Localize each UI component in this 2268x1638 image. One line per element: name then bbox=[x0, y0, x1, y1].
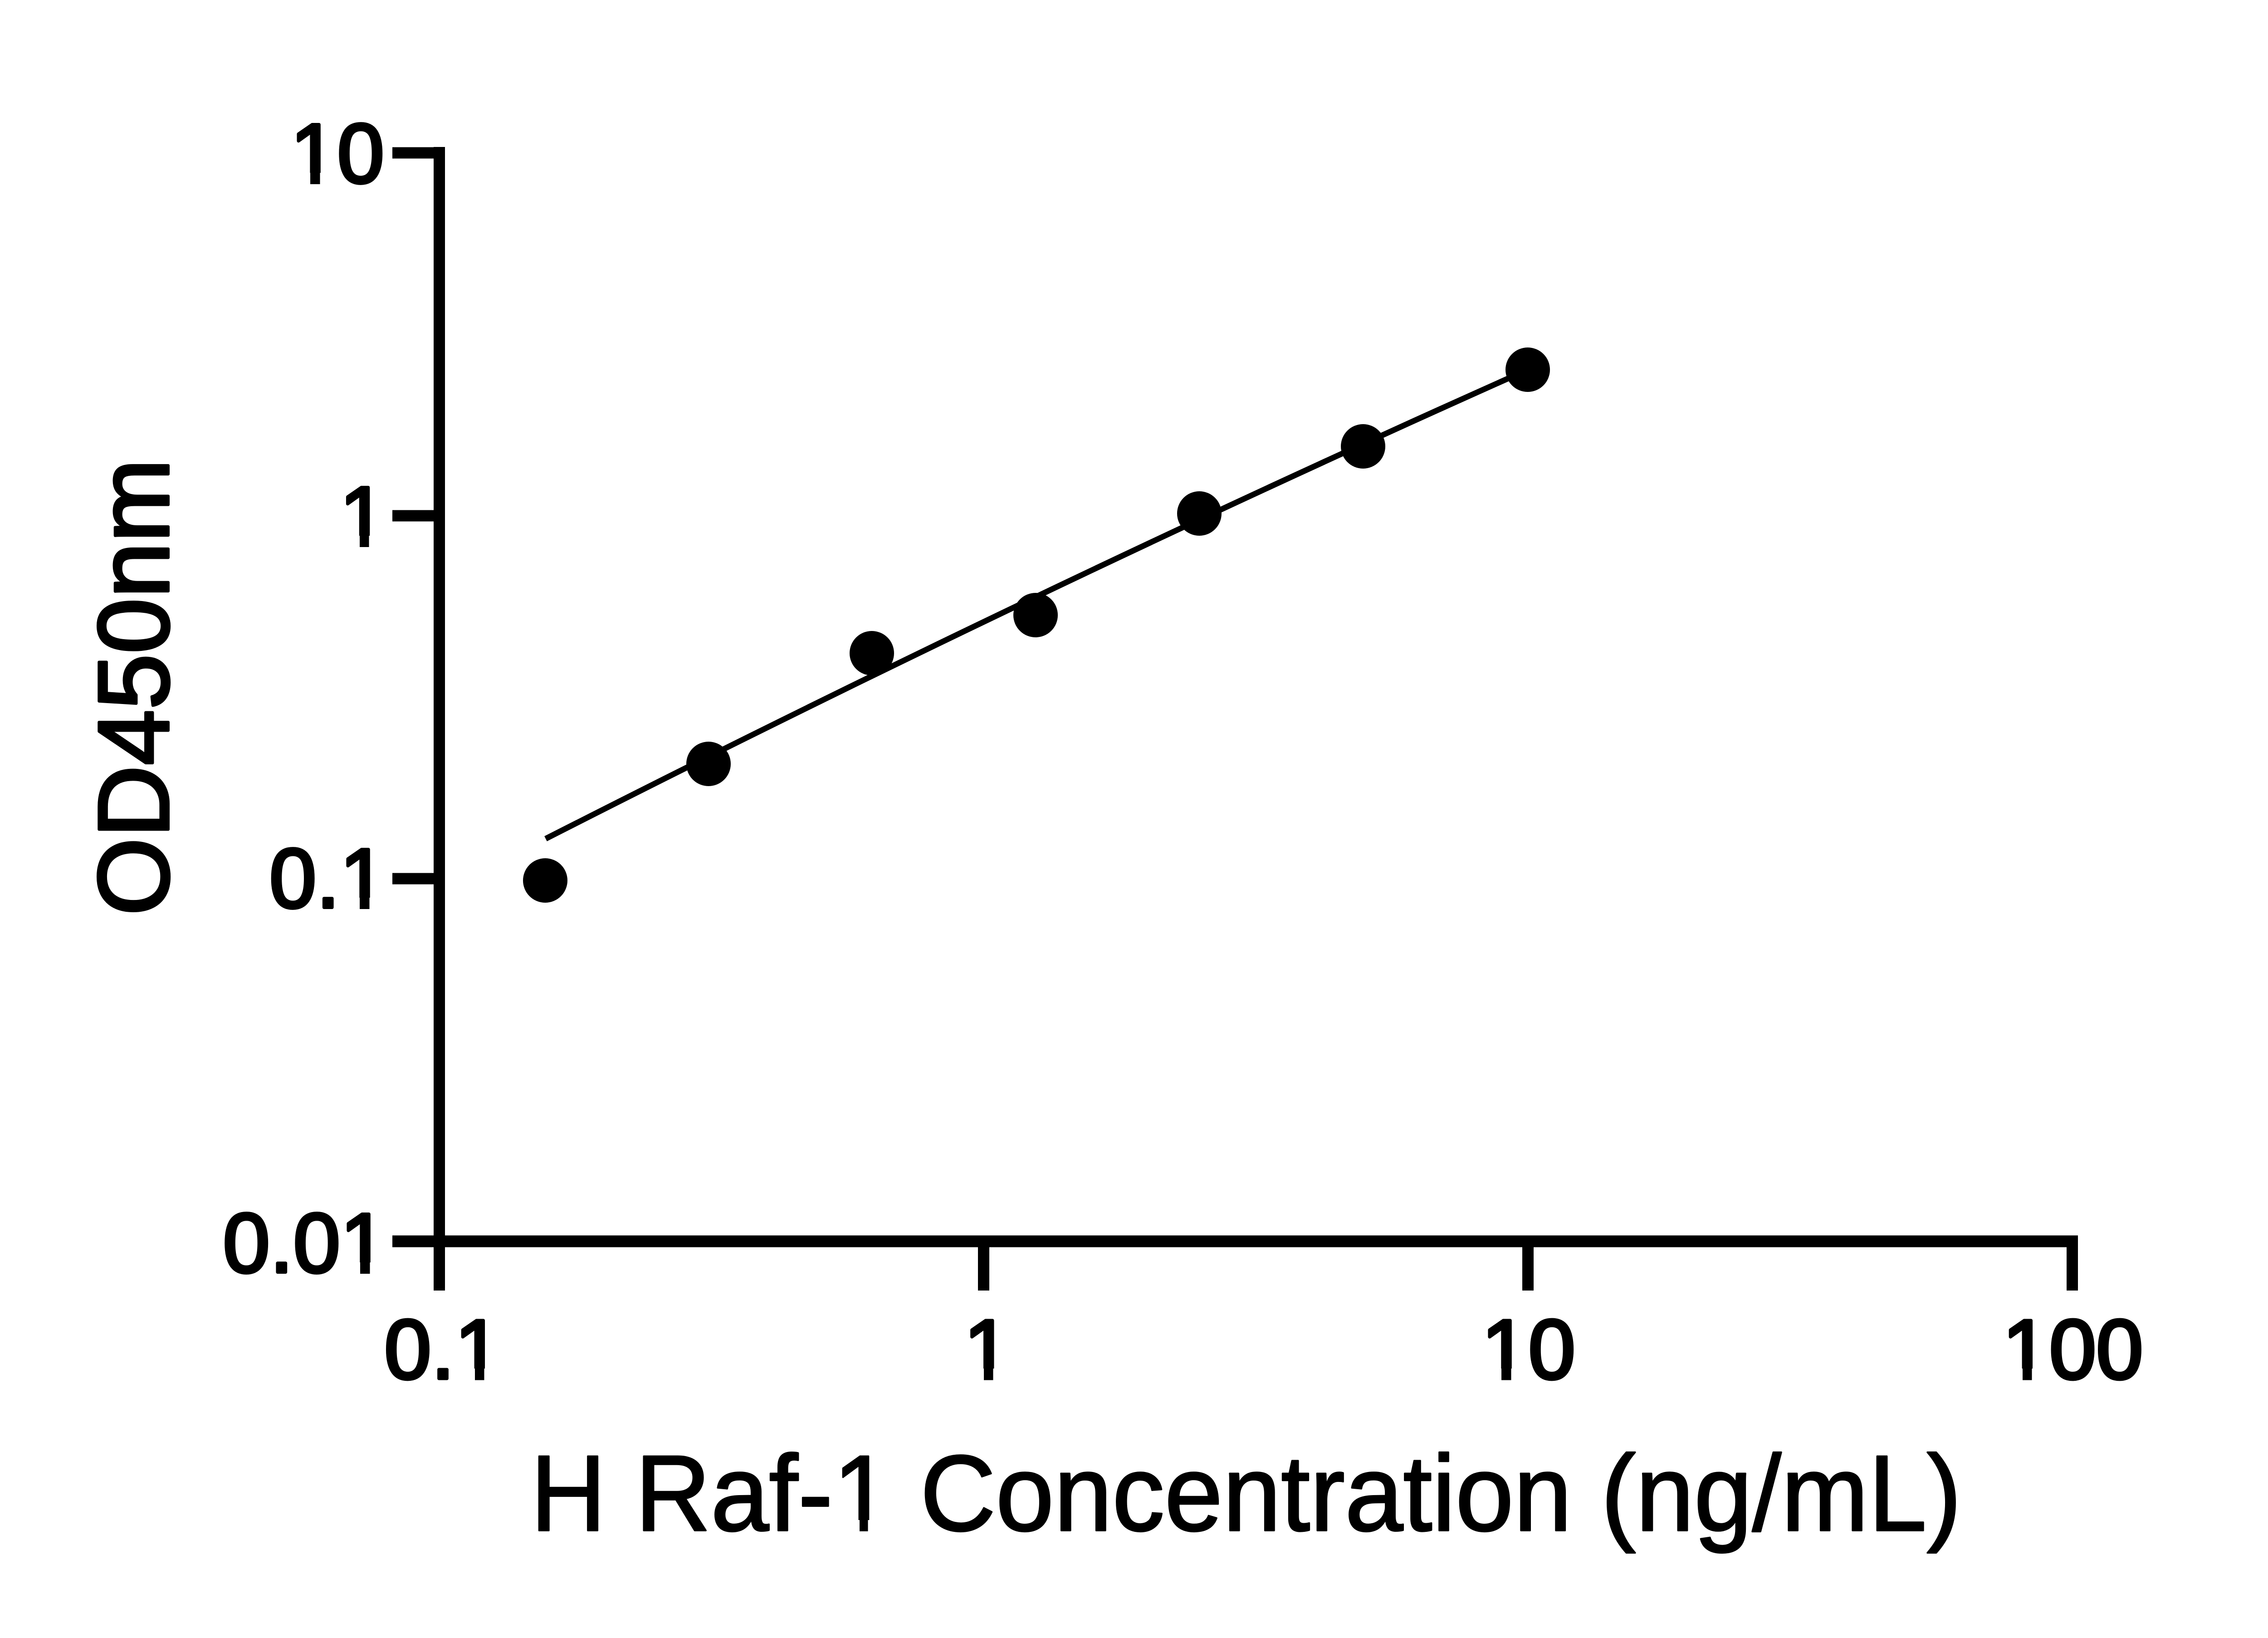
svg-text:10: 10 bbox=[290, 107, 384, 201]
svg-text:1: 1 bbox=[964, 1303, 1011, 1397]
svg-text:100: 100 bbox=[2002, 1303, 2143, 1397]
svg-text:OD450nm: OD450nm bbox=[78, 459, 190, 916]
svg-text:1: 1 bbox=[340, 470, 386, 564]
svg-text:0.1: 0.1 bbox=[269, 832, 387, 926]
svg-text:0.01: 0.01 bbox=[223, 1197, 387, 1291]
svg-text:10: 10 bbox=[1481, 1303, 1575, 1397]
svg-text:0.1: 0.1 bbox=[384, 1303, 502, 1397]
svg-text:H Raf-1 Concentration (ng/mL): H Raf-1 Concentration (ng/mL) bbox=[531, 1433, 1962, 1554]
